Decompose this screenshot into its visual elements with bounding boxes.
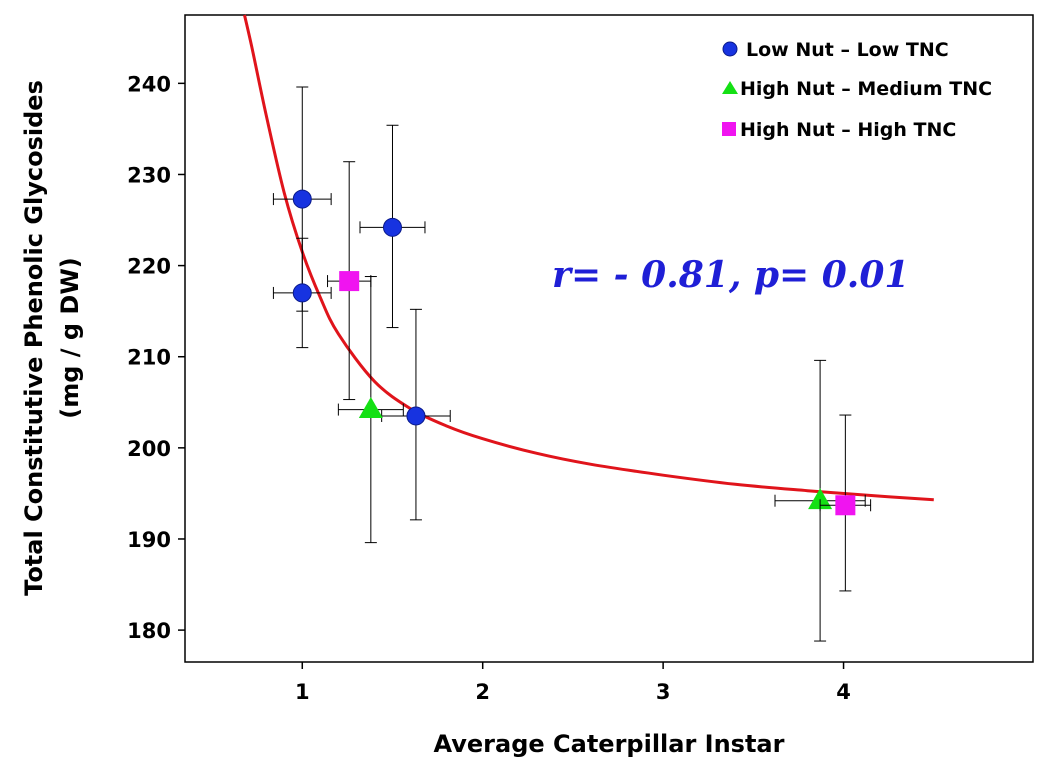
- legend-label-low-nut-low-tnc: Low Nut – Low TNC: [746, 39, 949, 61]
- legend-marker-triangle: [722, 81, 738, 94]
- circle-marker: [292, 189, 312, 209]
- x-tick-label-2: 3: [656, 680, 671, 704]
- y-axis-title-line-1: Total Constitutive Phenolic Glycosides: [20, 80, 48, 596]
- fit-curve-group: [243, 14, 934, 502]
- circle-marker: [406, 406, 426, 426]
- circle-marker: [292, 283, 312, 303]
- y-tick-label-6: 240: [127, 72, 171, 96]
- legend-label-high-nut-high-tnc: High Nut – High TNC: [740, 119, 956, 141]
- low-nut-low-tnc-point-1: [272, 237, 332, 349]
- y-tick-label-3: 210: [127, 346, 171, 370]
- triangle-marker: [808, 488, 833, 510]
- low-nut-low-tnc-point-2: [359, 124, 426, 329]
- triangle-marker: [358, 396, 383, 418]
- fit-curve: [243, 14, 934, 502]
- y-axis-title-line-2: (mg / g DW): [56, 257, 84, 419]
- legend-marker-square: [722, 122, 736, 136]
- x-tick-label-0: 1: [295, 680, 310, 704]
- plot-frame: [184, 14, 1034, 663]
- y-tick-label-1: 190: [127, 528, 171, 552]
- legend-label-high-nut-medium-tnc: High Nut – Medium TNC: [740, 78, 992, 100]
- legend-marker-circle: [722, 41, 738, 57]
- data-points: [272, 86, 872, 642]
- square-marker: [339, 271, 360, 292]
- y-tick-label-2: 200: [127, 437, 171, 461]
- high-nut-high-tnc-point-1: [819, 414, 872, 592]
- legend: Low Nut – Low TNC High Nut – Medium TNC …: [722, 39, 992, 141]
- y-tick-label-5: 230: [127, 163, 171, 187]
- circle-marker: [382, 217, 402, 237]
- y-tick-label-0: 180: [127, 619, 171, 643]
- x-axis-title: Average Caterpillar Instar: [434, 730, 785, 758]
- stat-annotation: r= - 0.81, p= 0.01: [552, 254, 909, 296]
- axis-ticks: 1 2 3 4 180 190 200 210 220 230 240: [127, 72, 851, 704]
- x-tick-label-1: 2: [475, 680, 490, 704]
- y-tick-label-4: 220: [127, 255, 171, 279]
- high-nut-high-tnc-point-0: [327, 161, 372, 401]
- low-nut-low-tnc-point-3: [381, 308, 451, 521]
- x-tick-label-3: 4: [836, 680, 851, 704]
- high-nut-medium-tnc-point-0: [337, 276, 404, 544]
- square-marker: [835, 495, 856, 516]
